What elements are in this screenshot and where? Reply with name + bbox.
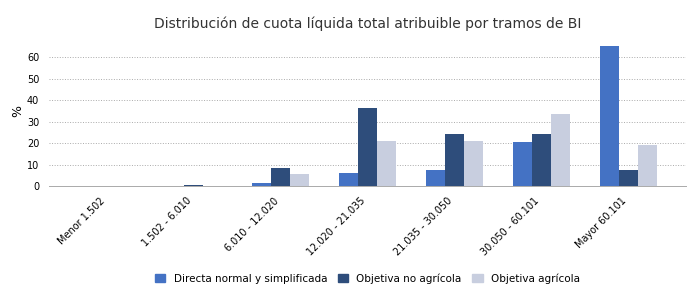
Bar <box>445 134 464 186</box>
Bar <box>619 170 638 186</box>
Bar <box>271 168 290 186</box>
Bar <box>512 142 532 186</box>
Title: Distribución de cuota líquida total atribuible por tramos de BI: Distribución de cuota líquida total atri… <box>154 16 581 31</box>
Bar <box>339 173 358 186</box>
Bar <box>184 185 203 186</box>
Bar <box>532 134 551 186</box>
Bar <box>638 145 657 186</box>
Bar <box>464 141 483 186</box>
Bar <box>290 174 309 186</box>
Bar <box>426 170 445 186</box>
Y-axis label: %: % <box>11 105 24 117</box>
Bar <box>551 114 570 186</box>
Bar <box>358 108 377 186</box>
Bar <box>252 183 271 186</box>
Bar <box>377 141 396 186</box>
Bar <box>600 46 619 186</box>
Legend: Directa normal y simplificada, Objetiva no agrícola, Objetiva agrícola: Directa normal y simplificada, Objetiva … <box>151 269 584 288</box>
